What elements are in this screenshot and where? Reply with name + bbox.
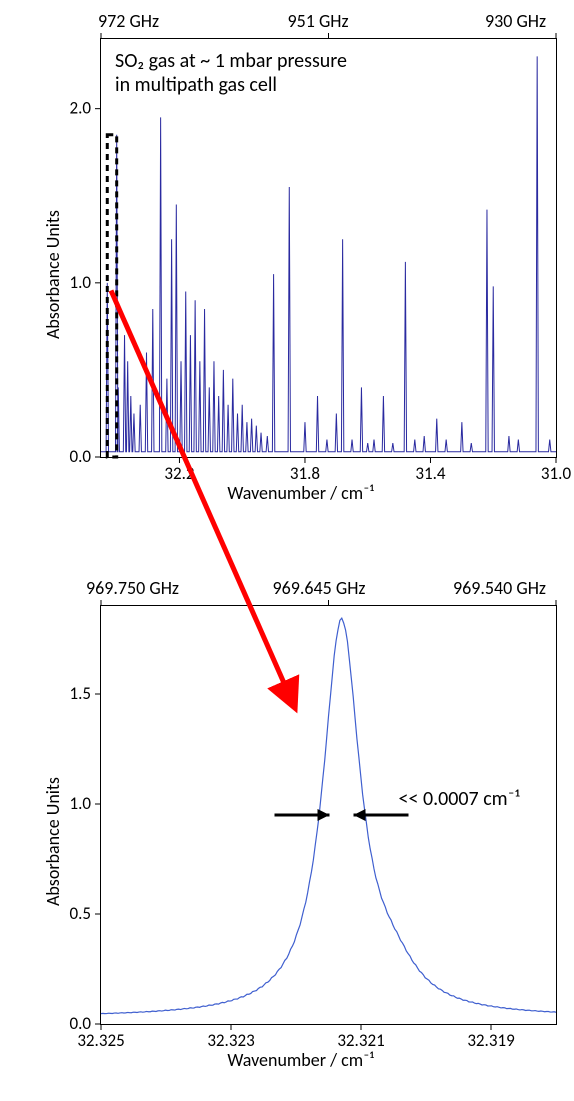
svg-text:32.321: 32.321: [337, 1030, 384, 1051]
top-y-label: Absorbance Units: [42, 210, 64, 339]
svg-text:0.0: 0.0: [69, 1013, 91, 1034]
svg-text:0.5: 0.5: [69, 903, 91, 924]
svg-text:1.0: 1.0: [69, 272, 91, 293]
top-inset-line2: in multipath gas cell: [115, 73, 277, 97]
top-x-label: Wavenumber / cm⁻¹: [227, 482, 374, 504]
svg-text:31.0: 31.0: [541, 463, 572, 484]
svg-text:32.323: 32.323: [207, 1030, 254, 1051]
svg-text:31.8: 31.8: [290, 463, 320, 484]
bottom-ghz-label-center: 969.645 GHz: [273, 577, 366, 599]
bottom-ghz-label-left: 969.750 GHz: [86, 577, 179, 599]
bottom-x-label: Wavenumber / cm⁻¹: [227, 1049, 374, 1071]
svg-text:1.5: 1.5: [69, 683, 91, 704]
svg-text:31.4: 31.4: [415, 463, 446, 484]
top-chart-box: 32.231.831.431.00.01.02.0 SO₂ gas at ~ 1…: [100, 38, 557, 458]
top-ghz-label-right: 930 GHz: [485, 10, 546, 32]
svg-text:0.0: 0.0: [69, 446, 91, 467]
bottom-ghz-label-right: 969.540 GHz: [453, 577, 546, 599]
top-ghz-label-left: 972 GHz: [98, 10, 159, 32]
svg-text:2.0: 2.0: [69, 98, 91, 119]
bottom-y-label: Absorbance Units: [42, 777, 64, 906]
top-spectrum: 32.231.831.431.00.01.02.0: [101, 39, 556, 457]
svg-text:1.0: 1.0: [69, 793, 91, 814]
top-ghz-label-center: 951 GHz: [288, 10, 349, 32]
svg-text:32.2: 32.2: [164, 463, 194, 484]
linewidth-annotation: << 0.0007 cm⁻¹: [399, 787, 520, 811]
top-inset-line1: SO₂ gas at ~ 1 mbar pressure: [115, 49, 347, 73]
svg-text:32.319: 32.319: [467, 1030, 515, 1051]
bottom-spectrum: 32.32532.32332.32132.3190.00.51.01.5: [101, 606, 556, 1024]
bottom-chart-box: 32.32532.32332.32132.3190.00.51.01.5 << …: [100, 605, 557, 1025]
